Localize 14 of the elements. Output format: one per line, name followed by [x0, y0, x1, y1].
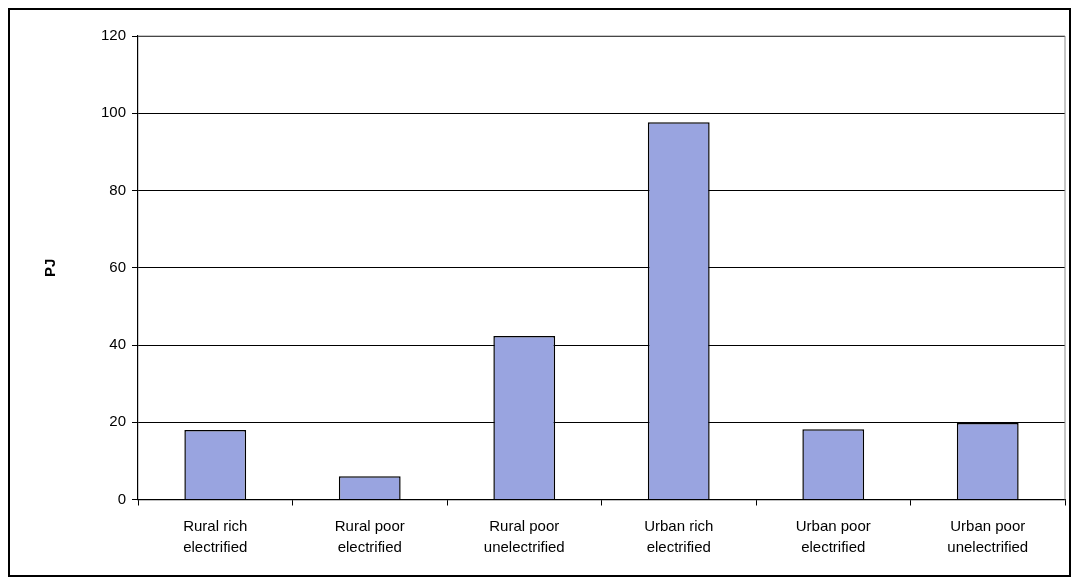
y-tick-label: 40 [109, 335, 126, 353]
y-tick-label: 60 [109, 257, 126, 275]
x-tick-label: Rural rich electrified [183, 516, 248, 556]
x-tick-label: Rural poor unelectrified [483, 516, 565, 556]
y-tick-label: 120 [100, 26, 126, 44]
y-tick-label: 80 [109, 180, 126, 198]
y-tick-label: 0 [117, 489, 126, 507]
y-axis-title: PJ [41, 258, 59, 277]
x-tick-label: Urban poor electrified [795, 516, 871, 556]
x-tick-label: Rural poor electrified [334, 516, 405, 556]
x-tick-label: Urban rich electrified [644, 516, 714, 556]
y-tick-label: 20 [109, 412, 126, 430]
x-tick-label: Urban poor unelectrified [947, 516, 1029, 556]
y-tick-label: 100 [100, 103, 126, 121]
